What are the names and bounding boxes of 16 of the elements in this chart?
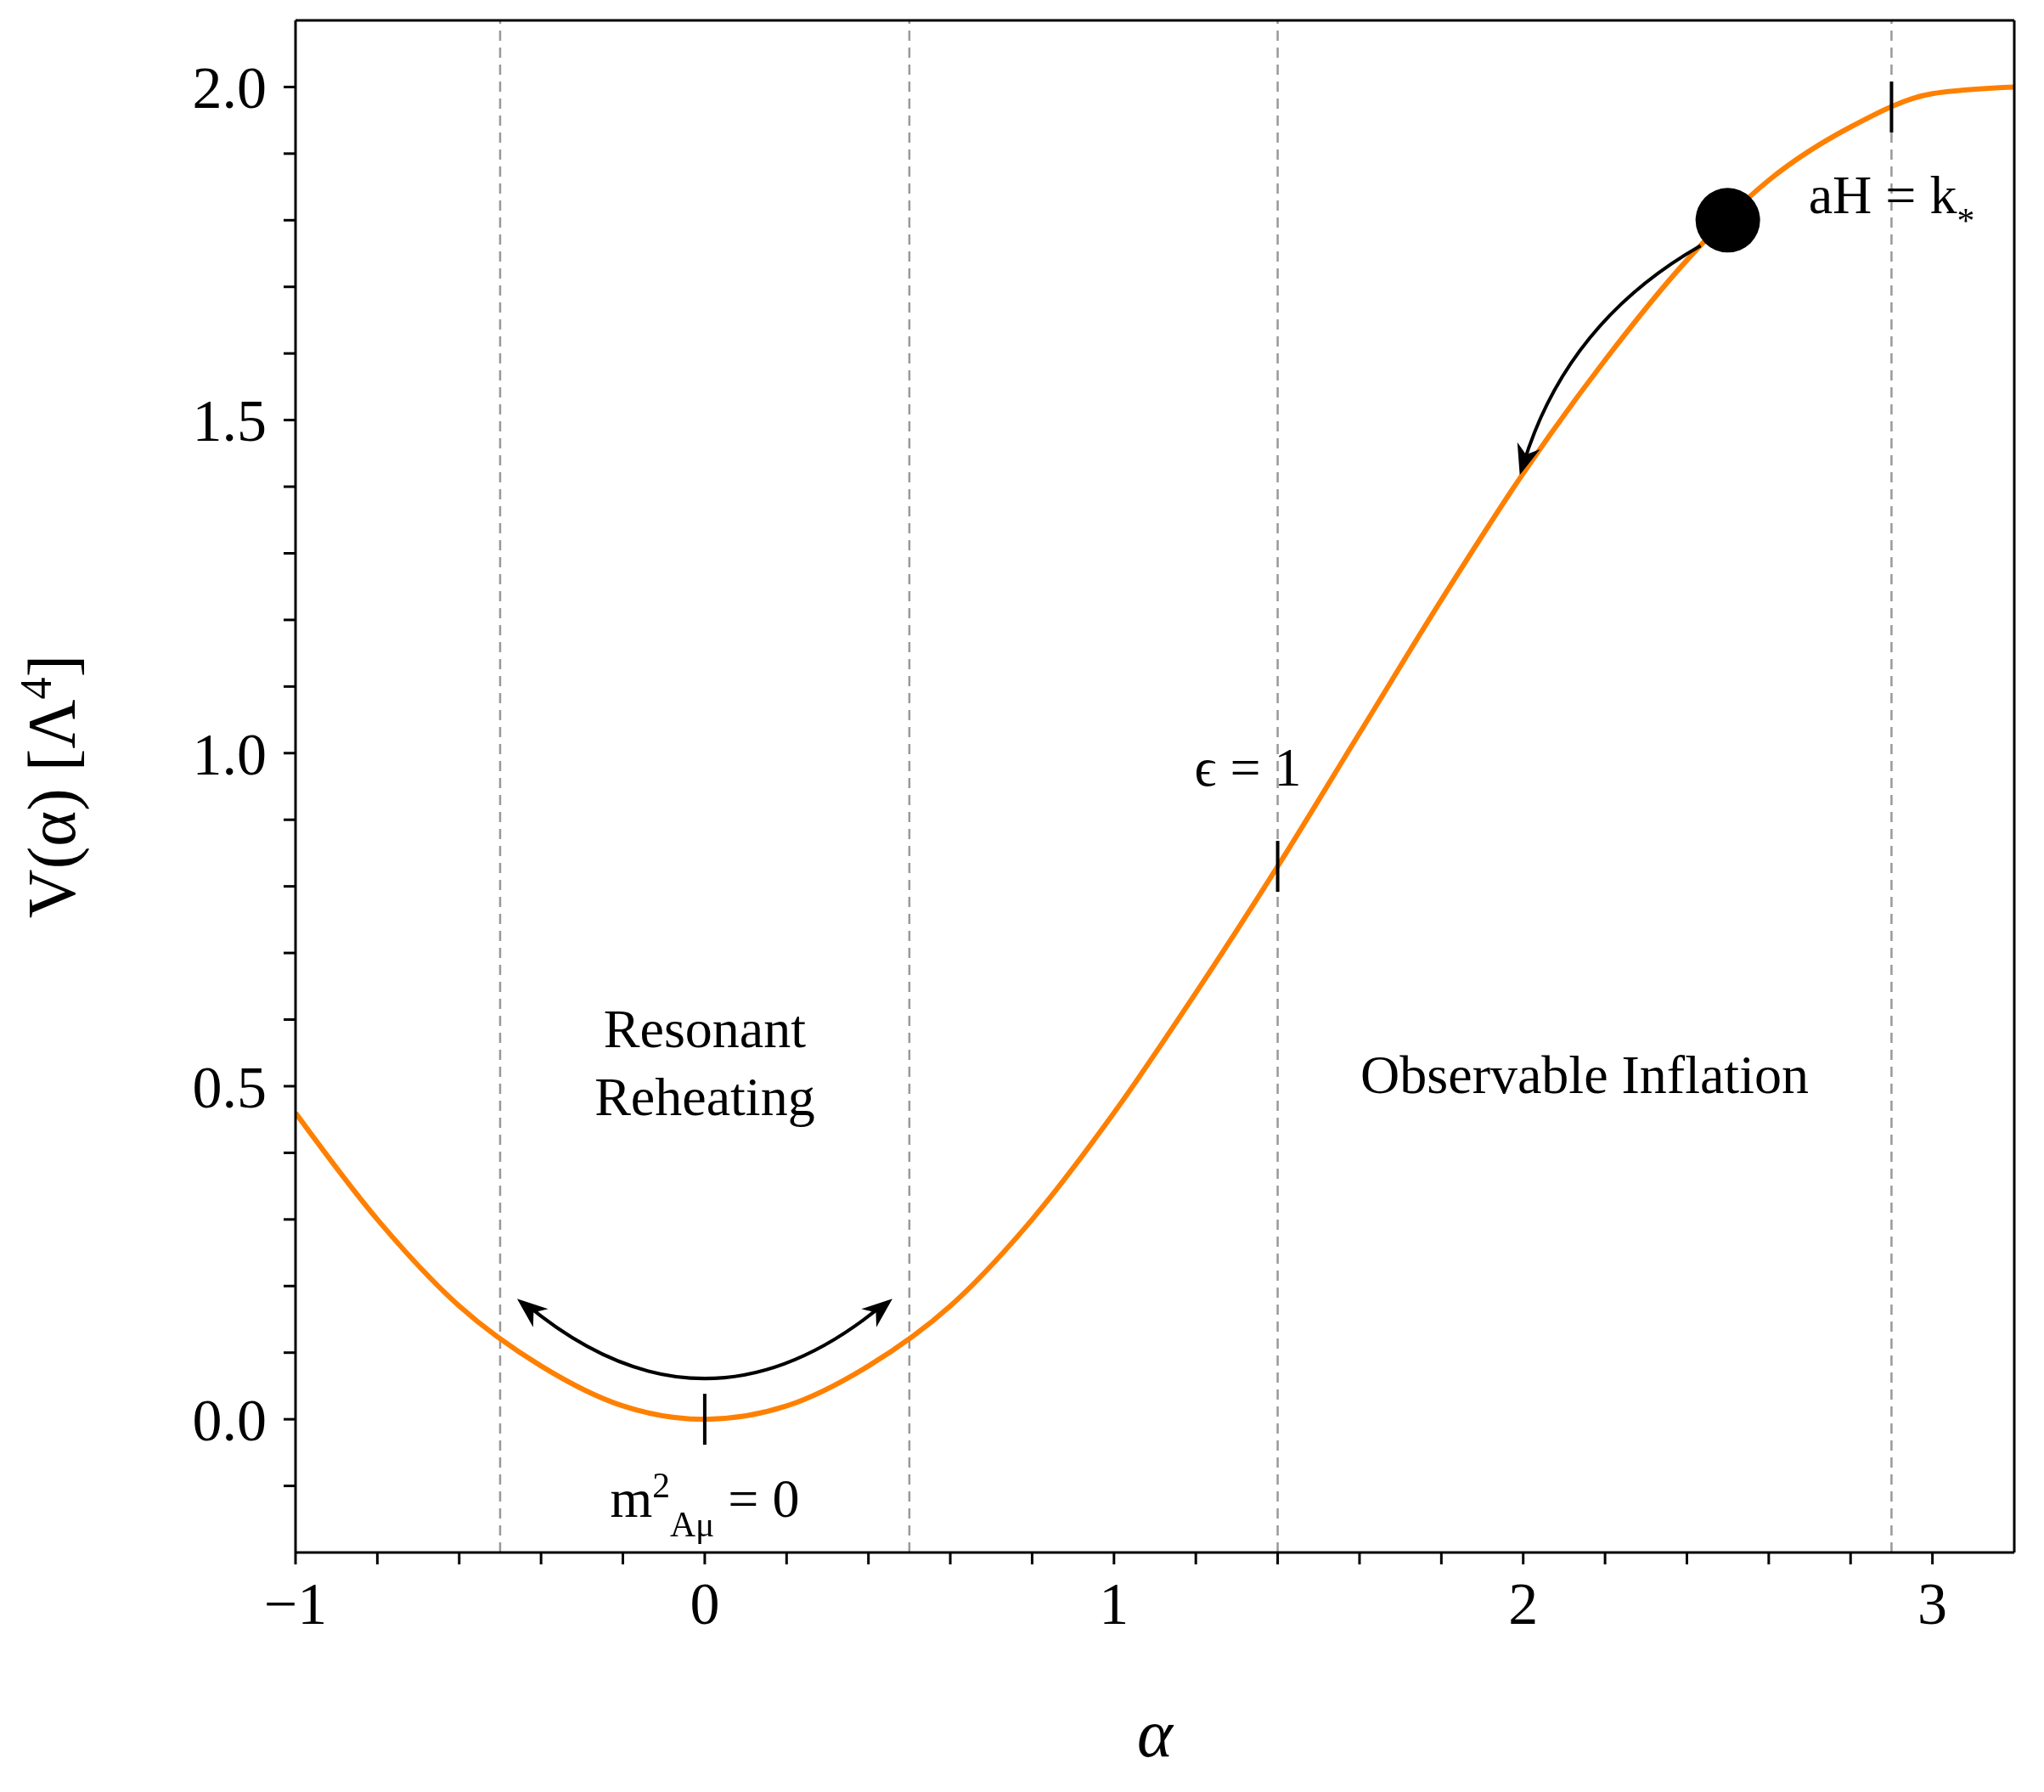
annotation: Resonant Reheating <box>594 998 815 1127</box>
x-tick-label: −1 <box>263 1570 328 1637</box>
annotation: aH = k$_{*}$ <box>1808 164 1975 240</box>
x-tick-label: 1 <box>1099 1570 1129 1637</box>
x-tick-label: 0 <box>690 1570 720 1637</box>
y-tick-label: 0.0 <box>192 1387 267 1453</box>
x-tick-label: 2 <box>1508 1570 1539 1637</box>
y-tick-label: 1.0 <box>192 721 267 787</box>
annotation: ϵ = 1 <box>1194 737 1302 798</box>
y-tick-label: 2.0 <box>192 55 267 121</box>
annotation: m$^{2}$$_{Aμ}$ = 0 <box>610 1466 800 1545</box>
y-tick-label: 1.5 <box>192 388 267 454</box>
annotation: Observable Inflation <box>1360 1044 1809 1105</box>
x-axis-title: α <box>1137 1696 1174 1771</box>
x-tick-label: 3 <box>1917 1570 1948 1637</box>
y-tick-label: 0.5 <box>192 1054 267 1120</box>
